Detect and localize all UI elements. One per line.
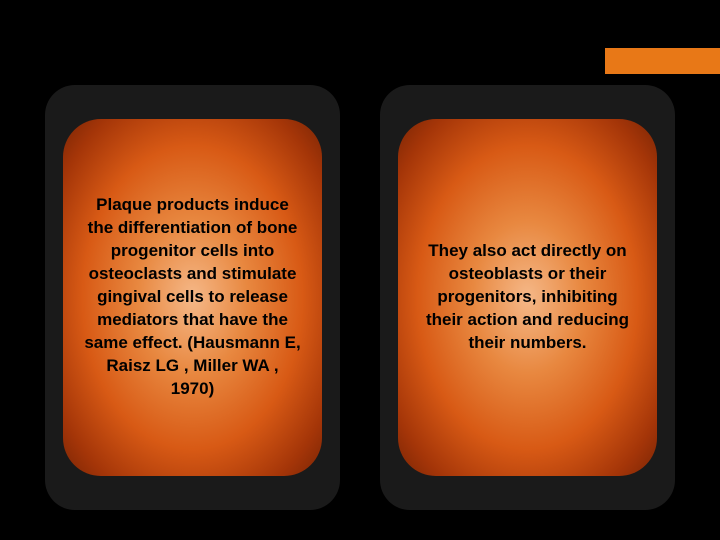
panels-container: Plaque products induce the differentiati… — [45, 85, 675, 510]
left-inner-box: Plaque products induce the differentiati… — [63, 119, 322, 477]
right-panel: They also act directly on osteoblasts or… — [380, 85, 675, 510]
accent-bar — [605, 48, 720, 74]
right-panel-text: They also act directly on osteoblasts or… — [418, 240, 637, 355]
right-inner-box: They also act directly on osteoblasts or… — [398, 119, 657, 477]
left-panel-text: Plaque products induce the differentiati… — [83, 194, 302, 400]
left-panel: Plaque products induce the differentiati… — [45, 85, 340, 510]
